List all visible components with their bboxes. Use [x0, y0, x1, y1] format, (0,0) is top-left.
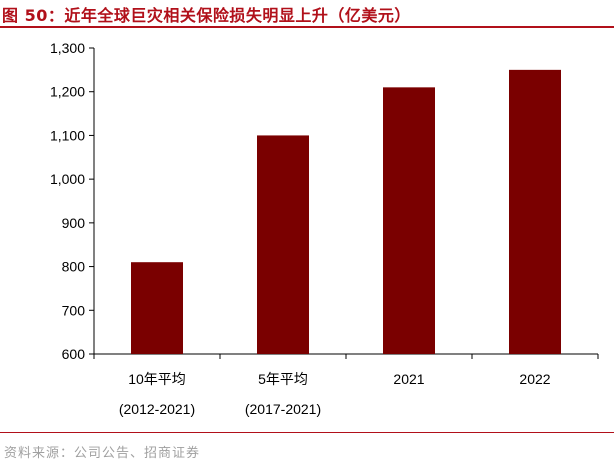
source-note: 资料来源：公司公告、招商证券 [4, 446, 201, 461]
title-row: 图 50：近年全球巨灾相关保险损失明显上升（亿美元） [0, 0, 614, 28]
y-tick-label: 700 [62, 302, 86, 318]
x-tick-sublabel: (2012-2021) [119, 401, 195, 417]
y-tick-label: 1,100 [50, 127, 85, 143]
x-tick-label: 2022 [519, 371, 550, 387]
x-tick-label: 2021 [393, 371, 424, 387]
x-tick-sublabel: (2017-2021) [245, 401, 321, 417]
y-tick-label: 1,000 [50, 171, 85, 187]
y-tick-label: 600 [62, 346, 86, 362]
x-tick-label: 10年平均 [128, 371, 186, 387]
y-tick-label: 900 [62, 215, 86, 231]
bar [509, 69, 561, 354]
bar [257, 135, 309, 354]
y-tick-label: 1,200 [50, 84, 85, 100]
figure-title: 图 50：近年全球巨灾相关保险损失明显上升（亿美元） [2, 6, 411, 25]
y-tick-label: 1,300 [50, 40, 85, 56]
bar-chart: 600 700 800 900 1,000 1,100 1,200 1,300 10年平均 (20… [50, 40, 599, 417]
x-tick-label: 5年平均 [258, 371, 308, 387]
bar [383, 87, 435, 354]
y-tick-label: 800 [62, 259, 86, 275]
bar [131, 262, 183, 354]
source-row: 资料来源：公司公告、招商证券 [0, 432, 614, 468]
